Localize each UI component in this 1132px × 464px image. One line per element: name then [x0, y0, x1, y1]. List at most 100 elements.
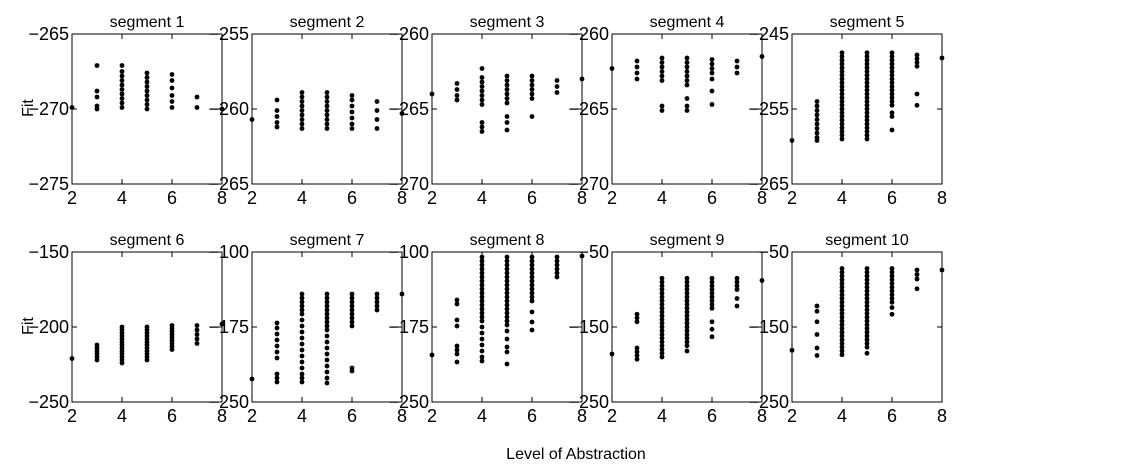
data-point [864, 136, 870, 142]
x-tick-label: 6 [347, 406, 357, 426]
data-point [659, 279, 665, 285]
data-point [479, 102, 485, 107]
data-point [299, 365, 305, 371]
data-point [144, 70, 150, 76]
data-point [839, 117, 845, 123]
data-point [659, 332, 665, 337]
data-point [504, 82, 510, 88]
data-point [839, 326, 845, 331]
data-point [349, 93, 355, 98]
data-point [634, 319, 640, 325]
data-point [684, 332, 690, 337]
plot-area-frame [431, 33, 583, 185]
data-point [479, 298, 485, 304]
x-tick-label: 8 [757, 406, 767, 426]
data-point [479, 79, 485, 85]
data-point [479, 124, 485, 130]
data-point [889, 76, 895, 82]
data-point [634, 311, 640, 317]
data-point [504, 120, 510, 125]
x-tick-label: 4 [297, 188, 307, 208]
subplot-title: segment 1 [110, 14, 185, 31]
y-tick-label: −175 [388, 317, 429, 337]
data-point [169, 105, 175, 110]
data-point [194, 341, 200, 346]
data-point [864, 54, 870, 59]
data-point [839, 125, 845, 131]
data-point [814, 108, 820, 113]
data-point [864, 102, 870, 108]
x-tick-label: 4 [297, 406, 307, 426]
data-point [839, 106, 845, 112]
data-point [864, 341, 870, 346]
subplot-title: segment 10 [825, 232, 909, 249]
data-point [399, 291, 405, 297]
data-point [299, 108, 305, 113]
data-point [789, 347, 795, 353]
data-point [194, 336, 200, 342]
y-tick-label: −275 [28, 174, 69, 194]
data-point [684, 309, 690, 315]
data-point [889, 114, 895, 119]
data-point [839, 61, 845, 67]
x-tick-label: 2 [427, 406, 437, 426]
data-point [864, 269, 870, 275]
data-point [349, 121, 355, 127]
data-point [889, 99, 895, 104]
data-point [479, 97, 485, 103]
data-point [479, 324, 485, 330]
data-point [349, 323, 355, 329]
data-point [684, 60, 690, 65]
data-point [864, 277, 870, 283]
data-point [504, 73, 510, 79]
data-point [454, 359, 460, 365]
x-tick-label: 4 [657, 406, 667, 426]
data-point [299, 295, 305, 301]
x-tick-label: 6 [167, 406, 177, 426]
data-point [119, 91, 125, 97]
data-point [194, 327, 200, 333]
data-point [324, 357, 330, 363]
x-tick-label: 6 [707, 188, 717, 208]
subplot-1: segment 1 2 4 6 8 −265 −270 −275 [28, 14, 227, 208]
data-point [684, 279, 690, 285]
data-point [299, 375, 305, 381]
x-tick-label: 6 [167, 188, 177, 208]
subplot-title: segment 2 [290, 14, 365, 31]
data-point [684, 78, 690, 83]
data-point [889, 296, 895, 301]
subplot-4: segment 4 2 4 6 8 −260 −265 −270 [568, 14, 767, 208]
data-point [554, 78, 560, 83]
data-point [504, 361, 510, 367]
data-point [349, 291, 355, 297]
data-point [374, 295, 380, 301]
data-point [864, 322, 870, 328]
data-point [479, 93, 485, 98]
data-point [454, 97, 460, 103]
data-point [839, 348, 845, 354]
data-point [684, 55, 690, 61]
data-point [659, 350, 665, 356]
data-point [889, 277, 895, 283]
subplot-9: segment 9 2 4 6 8 −50 −150 −250 [568, 232, 767, 426]
data-point [579, 76, 585, 82]
y-tick-label: −250 [388, 392, 429, 412]
data-point [709, 275, 715, 281]
data-point [634, 64, 640, 70]
data-point [299, 317, 305, 323]
data-point [554, 84, 560, 89]
data-point [864, 65, 870, 71]
data-point [119, 360, 125, 366]
data-point [454, 93, 460, 98]
data-point [839, 269, 845, 275]
x-tick-label: 6 [527, 188, 537, 208]
data-point [659, 354, 665, 360]
x-tick-label: 6 [527, 406, 537, 426]
data-point [504, 266, 510, 272]
data-point [554, 90, 560, 95]
data-point [684, 283, 690, 289]
data-point [144, 75, 150, 80]
data-point [529, 73, 535, 79]
y-tick-label: −265 [208, 174, 249, 194]
